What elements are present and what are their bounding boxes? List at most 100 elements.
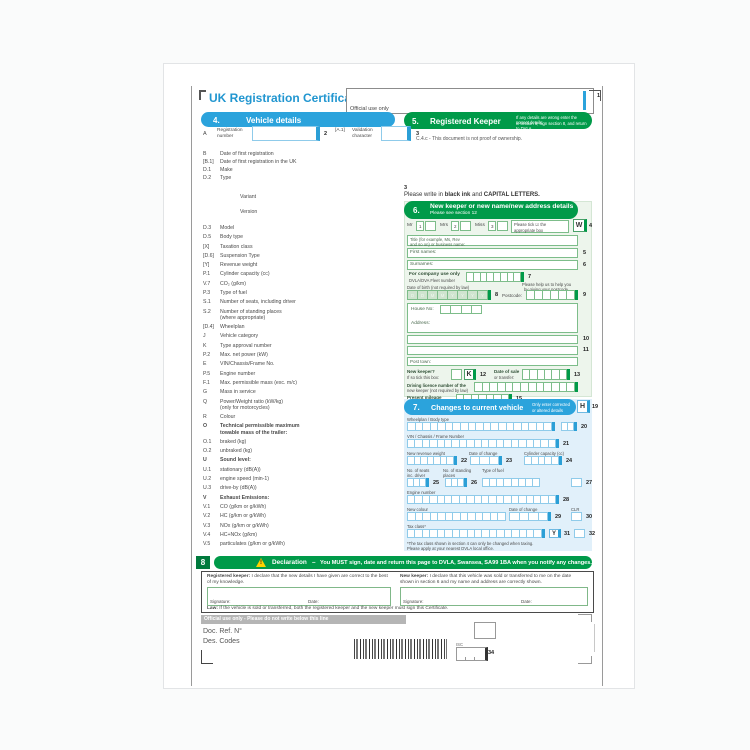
mrs-number: 2 xyxy=(454,224,457,229)
house-no-boxes[interactable] xyxy=(440,305,482,314)
comb-cell[interactable] xyxy=(513,272,521,282)
registered-keeper-bold: Registered keeper: xyxy=(207,574,251,579)
comb-cell[interactable] xyxy=(543,422,552,431)
official-use-label: Official use only xyxy=(350,105,389,112)
first-names-field[interactable]: First names: xyxy=(407,248,578,258)
title-field-label-2: and so on) or business name: xyxy=(410,241,466,247)
address-box[interactable]: House No: Address: xyxy=(407,303,578,333)
postcode-boxes[interactable] xyxy=(526,290,578,300)
box-32[interactable] xyxy=(574,529,585,538)
val-label-1: Validation xyxy=(352,128,373,133)
y-box: Y xyxy=(549,529,561,538)
comb-cell[interactable] xyxy=(531,478,540,487)
vehicle-detail-item: S.2 Number of standing places (where appro… xyxy=(203,308,282,322)
clr-label: CLR xyxy=(571,507,580,512)
comb-cell[interactable] xyxy=(567,422,574,431)
post-town-label: Post town: xyxy=(410,359,432,364)
fuel-boxes[interactable] xyxy=(482,478,540,487)
marker-4: 4 xyxy=(589,223,593,229)
miss-tick-box[interactable] xyxy=(497,221,508,231)
engine-number-boxes[interactable] xyxy=(407,495,559,504)
standing-boxes[interactable] xyxy=(445,478,467,487)
wheelplan-extra-boxes[interactable] xyxy=(561,422,577,431)
vehicle-detail-item: P.3 Type of fuel xyxy=(203,290,247,297)
new-colour-boxes[interactable] xyxy=(407,512,506,521)
comb-cell[interactable] xyxy=(547,495,557,504)
wheelplan-boxes[interactable] xyxy=(407,422,555,431)
mr-number: 1 xyxy=(419,224,422,229)
mrs-tick-box[interactable] xyxy=(460,221,471,231)
vehicle-detail-item: B Date of first registration xyxy=(203,151,274,157)
reg-label-2: number xyxy=(217,134,234,139)
section5-title: Registered Keeper xyxy=(430,117,501,126)
vehicle-detail-item: J Vehicle category xyxy=(203,333,259,340)
comb-cell[interactable]: Y xyxy=(477,290,488,300)
comb-cell[interactable] xyxy=(551,456,559,465)
vehicle-detail-item: V.1 CO (g/km or g/kWh) xyxy=(203,503,267,510)
date-change-boxes[interactable] xyxy=(470,456,502,465)
comb-cell[interactable] xyxy=(470,305,482,314)
comb-cell[interactable] xyxy=(533,529,542,538)
comb-cell[interactable] xyxy=(488,456,499,465)
vehicle-detail-item: V.2 HC (g/km or g/kWh) xyxy=(203,513,266,520)
mileage-label-1: Present mileage xyxy=(407,395,442,400)
cylinder-boxes[interactable] xyxy=(524,456,562,465)
address-line-2[interactable] xyxy=(407,346,578,355)
comb-cell[interactable] xyxy=(566,290,575,300)
revenue-weight-boxes[interactable] xyxy=(407,456,457,465)
corner-bracket-bottom-left xyxy=(201,650,213,664)
title-miss-label: Miss xyxy=(475,223,485,228)
comb-cell[interactable] xyxy=(537,512,548,521)
tax-class-boxes[interactable] xyxy=(407,529,545,538)
vehicle-detail-item: P.2 Max. net power (kW) xyxy=(203,352,268,359)
h-box[interactable]: H xyxy=(577,400,590,413)
vehicle-detail-item: U.1 stationary (dB(A)) xyxy=(203,466,261,473)
marker-28: 28 xyxy=(563,497,570,503)
vehicle-detail-item: S.1 Number of seats, including driver xyxy=(203,299,296,306)
comb-cell[interactable] xyxy=(457,478,464,487)
vehicle-details-top-list: B Date of first registration [B.1] Date of … xyxy=(203,151,399,221)
reg-code: A xyxy=(203,131,207,137)
box-27[interactable] xyxy=(571,478,582,487)
declaration-title-bold: Declaration xyxy=(272,559,307,566)
vehicle-detail-item: D.2 Type xyxy=(203,175,232,181)
comb-cell[interactable] xyxy=(446,456,455,465)
surnames-field[interactable]: Surnames: xyxy=(407,260,578,270)
engine-number-label: Engine number xyxy=(407,490,436,495)
post-town-field[interactable]: Post town: xyxy=(407,357,578,366)
clr-box[interactable] xyxy=(571,512,582,521)
title-business-field[interactable]: Title (for example, Ms, Rev and so on) o… xyxy=(407,235,578,247)
licence-number-boxes[interactable] xyxy=(474,382,578,392)
date-sale-boxes[interactable] xyxy=(522,369,570,380)
title-mr-label: Mr xyxy=(407,223,413,228)
comb-cell[interactable] xyxy=(547,439,557,448)
mr-tick-box[interactable] xyxy=(425,221,436,231)
official-use-box[interactable]: Official use only xyxy=(346,88,594,114)
new-keeper-tick-box[interactable] xyxy=(451,369,462,380)
date-change2-boxes[interactable] xyxy=(509,512,551,521)
address-line-1[interactable] xyxy=(407,335,578,344)
comb-cell[interactable] xyxy=(566,382,575,392)
section6-title: New keeper or new name/new address detai… xyxy=(430,203,574,210)
registration-number-field[interactable] xyxy=(252,126,320,141)
registered-keeper-signature-box[interactable]: Signature: Date: xyxy=(207,587,391,606)
seats-boxes[interactable] xyxy=(407,478,429,487)
comb-cell[interactable] xyxy=(497,512,506,521)
k-letter: K xyxy=(466,371,472,378)
marker-10: 10 xyxy=(583,336,590,342)
cylinder-label: Cylinder capacity (cc) xyxy=(524,451,565,456)
comb-cell[interactable] xyxy=(419,478,426,487)
w-box[interactable]: W xyxy=(573,219,587,232)
comb-cell[interactable] xyxy=(558,369,567,380)
validation-character-field[interactable] xyxy=(381,126,411,141)
new-keeper-signature-box[interactable]: Signature: Date: xyxy=(400,587,588,606)
fleet-number-boxes[interactable] xyxy=(466,272,524,282)
licence-label-1: Driving licence number of the xyxy=(407,383,466,388)
document-right-edge xyxy=(602,86,603,686)
marker-2: 2 xyxy=(324,131,328,137)
des-codes-label: Des. Codes xyxy=(203,638,240,645)
vin-boxes[interactable] xyxy=(407,439,559,448)
miss-number-box: 3 xyxy=(488,221,496,231)
date-label-right: Date: xyxy=(521,598,532,604)
